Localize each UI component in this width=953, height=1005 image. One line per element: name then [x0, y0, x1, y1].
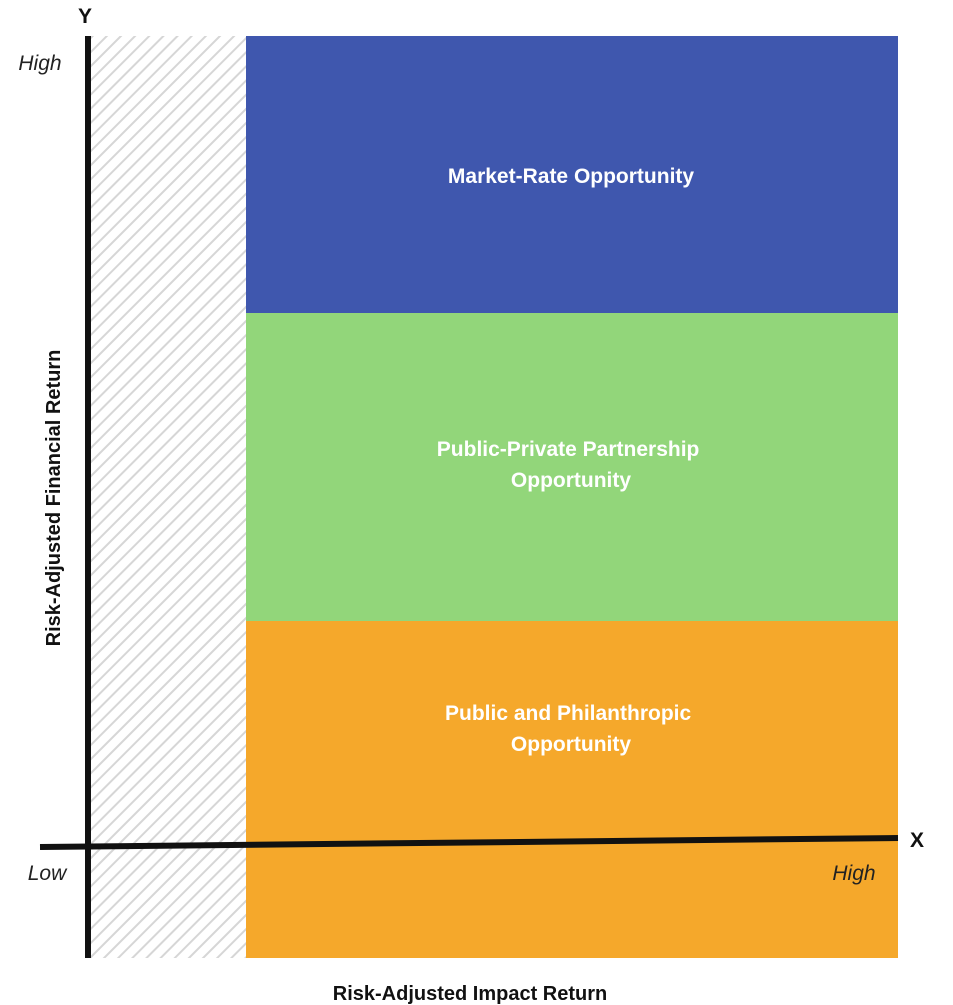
zone-public-philanthropic [246, 621, 898, 958]
zone-public-private [246, 313, 898, 621]
y-axis-title: Risk-Adjusted Financial Return [43, 350, 65, 647]
x-axis-title: Risk-Adjusted Impact Return [333, 983, 607, 1005]
zone-public-philanthropic-label: Public and Philanthropic Opportunity [445, 702, 697, 756]
zone-market-rate [246, 36, 898, 313]
x-high-label: High [832, 862, 875, 885]
zone-market-rate-label: Market-Rate Opportunity [448, 165, 695, 188]
excluded-hatched-region [88, 36, 246, 958]
x-low-label: Low [28, 862, 68, 885]
y-axis-letter: Y [78, 5, 92, 28]
x-axis-line [39, 835, 899, 850]
y-high-label: High [18, 52, 61, 75]
zone-public-private-label: Public-Private Partnership Opportunity [437, 438, 705, 492]
x-axis-letter: X [910, 829, 924, 852]
